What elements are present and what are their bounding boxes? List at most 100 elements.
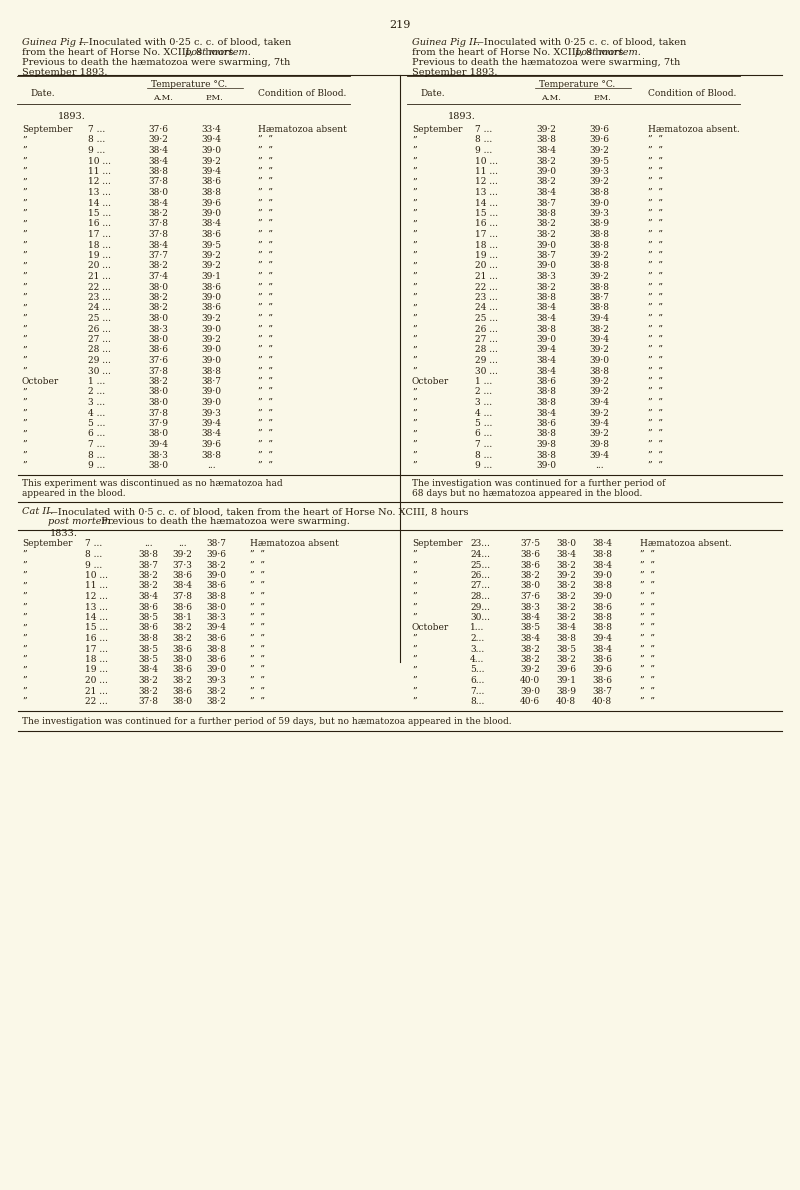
Text: September: September bbox=[412, 125, 462, 134]
Text: ”  ”: ” ” bbox=[640, 560, 655, 570]
Text: 38·4: 38·4 bbox=[138, 591, 158, 601]
Text: 38·6: 38·6 bbox=[520, 560, 540, 570]
Text: October: October bbox=[412, 624, 450, 633]
Text: 39·6: 39·6 bbox=[589, 136, 609, 144]
Text: 38·2: 38·2 bbox=[138, 687, 158, 695]
Text: 38·6: 38·6 bbox=[172, 665, 192, 675]
Text: 9 ...: 9 ... bbox=[475, 461, 492, 470]
Text: Guinea Pig II.: Guinea Pig II. bbox=[412, 38, 480, 46]
Text: 38·6: 38·6 bbox=[172, 602, 192, 612]
Text: ”: ” bbox=[22, 262, 26, 270]
Text: ”: ” bbox=[22, 293, 26, 302]
Text: 12 ...: 12 ... bbox=[475, 177, 498, 187]
Text: 38·8: 38·8 bbox=[592, 550, 612, 559]
Text: 39·2: 39·2 bbox=[589, 177, 609, 187]
Text: ”  ”: ” ” bbox=[648, 273, 663, 281]
Text: 39·8: 39·8 bbox=[589, 440, 609, 449]
Text: 38·6: 38·6 bbox=[592, 602, 612, 612]
Text: Hæmatozoa absent.: Hæmatozoa absent. bbox=[648, 125, 740, 134]
Text: 39·4: 39·4 bbox=[201, 167, 221, 176]
Text: 1893.: 1893. bbox=[448, 112, 476, 121]
Text: ”: ” bbox=[22, 451, 26, 459]
Text: ”: ” bbox=[22, 687, 26, 695]
Text: ”  ”: ” ” bbox=[250, 560, 265, 570]
Text: 38·4: 38·4 bbox=[592, 645, 612, 653]
Text: 37·8: 37·8 bbox=[148, 219, 168, 228]
Text: ”: ” bbox=[22, 356, 26, 365]
Text: ”  ”: ” ” bbox=[648, 219, 663, 228]
Text: 39·4: 39·4 bbox=[589, 336, 609, 344]
Text: ”: ” bbox=[412, 219, 417, 228]
Text: 38·8: 38·8 bbox=[556, 634, 576, 643]
Text: 39·0: 39·0 bbox=[201, 388, 221, 396]
Text: ”: ” bbox=[22, 146, 26, 155]
Text: Hæmatozoa absent: Hæmatozoa absent bbox=[250, 539, 339, 549]
Text: 38·8: 38·8 bbox=[138, 550, 158, 559]
Text: 38·7: 38·7 bbox=[536, 251, 556, 259]
Text: 14 ...: 14 ... bbox=[88, 199, 111, 207]
Text: 39·4: 39·4 bbox=[592, 634, 612, 643]
Text: 39·0: 39·0 bbox=[206, 571, 226, 580]
Text: ”  ”: ” ” bbox=[258, 251, 273, 259]
Text: 38·6: 38·6 bbox=[201, 230, 221, 239]
Text: 7 ...: 7 ... bbox=[475, 440, 492, 449]
Text: ”: ” bbox=[22, 345, 26, 355]
Text: 38·4: 38·4 bbox=[536, 146, 556, 155]
Text: 39·8: 39·8 bbox=[536, 440, 556, 449]
Text: ”  ”: ” ” bbox=[648, 451, 663, 459]
Text: 39·5: 39·5 bbox=[201, 240, 221, 250]
Text: ”  ”: ” ” bbox=[258, 388, 273, 396]
Text: 38·0: 38·0 bbox=[148, 461, 168, 470]
Text: 39·6: 39·6 bbox=[592, 665, 612, 675]
Text: ”  ”: ” ” bbox=[258, 314, 273, 322]
Text: ”  ”: ” ” bbox=[640, 602, 655, 612]
Text: 15 ...: 15 ... bbox=[88, 209, 111, 218]
Text: 40·6: 40·6 bbox=[520, 697, 540, 706]
Text: ”  ”: ” ” bbox=[640, 645, 655, 653]
Text: 3 ...: 3 ... bbox=[475, 397, 492, 407]
Text: 38·2: 38·2 bbox=[206, 697, 226, 706]
Text: 38·2: 38·2 bbox=[138, 676, 158, 685]
Text: ”: ” bbox=[412, 177, 417, 187]
Text: 15 ...: 15 ... bbox=[85, 624, 108, 633]
Text: ”: ” bbox=[22, 408, 26, 418]
Text: 39·1: 39·1 bbox=[201, 273, 221, 281]
Text: 38·2: 38·2 bbox=[556, 613, 576, 622]
Text: ”: ” bbox=[412, 262, 417, 270]
Text: ”  ”: ” ” bbox=[258, 325, 273, 333]
Text: 28 ...: 28 ... bbox=[88, 345, 111, 355]
Text: 38·0: 38·0 bbox=[520, 582, 540, 590]
Text: ...: ... bbox=[144, 539, 152, 549]
Text: ”  ”: ” ” bbox=[648, 325, 663, 333]
Text: ”: ” bbox=[22, 303, 26, 313]
Text: 38·4: 38·4 bbox=[592, 539, 612, 549]
Text: 38·6: 38·6 bbox=[172, 645, 192, 653]
Text: ”: ” bbox=[412, 230, 417, 239]
Text: from the heart of Horse No. XCIII, 8 hours: from the heart of Horse No. XCIII, 8 hou… bbox=[412, 48, 626, 57]
Text: 39·2: 39·2 bbox=[520, 665, 540, 675]
Text: 38·4: 38·4 bbox=[520, 634, 540, 643]
Text: 38·2: 38·2 bbox=[556, 582, 576, 590]
Text: 39·2: 39·2 bbox=[589, 273, 609, 281]
Text: 38·8: 38·8 bbox=[536, 325, 556, 333]
Text: 27 ...: 27 ... bbox=[475, 336, 498, 344]
Text: 18 ...: 18 ... bbox=[475, 240, 498, 250]
Text: 8 ...: 8 ... bbox=[475, 136, 492, 144]
Text: 3...: 3... bbox=[470, 645, 484, 653]
Text: 26...: 26... bbox=[470, 571, 490, 580]
Text: ”  ”: ” ” bbox=[250, 697, 265, 706]
Text: 38·6: 38·6 bbox=[148, 345, 168, 355]
Text: 33·4: 33·4 bbox=[201, 125, 221, 134]
Text: Previous to death the hæmatozoa were swarming.: Previous to death the hæmatozoa were swa… bbox=[98, 518, 350, 526]
Text: ”: ” bbox=[412, 146, 417, 155]
Text: ”  ”: ” ” bbox=[648, 408, 663, 418]
Text: 38·8: 38·8 bbox=[201, 188, 221, 198]
Text: 38·8: 38·8 bbox=[138, 634, 158, 643]
Text: 38·9: 38·9 bbox=[556, 687, 576, 695]
Text: 39·0: 39·0 bbox=[201, 397, 221, 407]
Text: 39·6: 39·6 bbox=[201, 440, 221, 449]
Text: 38·4: 38·4 bbox=[536, 367, 556, 376]
Text: 38·6: 38·6 bbox=[536, 419, 556, 428]
Text: September: September bbox=[412, 539, 462, 549]
Text: ”: ” bbox=[412, 303, 417, 313]
